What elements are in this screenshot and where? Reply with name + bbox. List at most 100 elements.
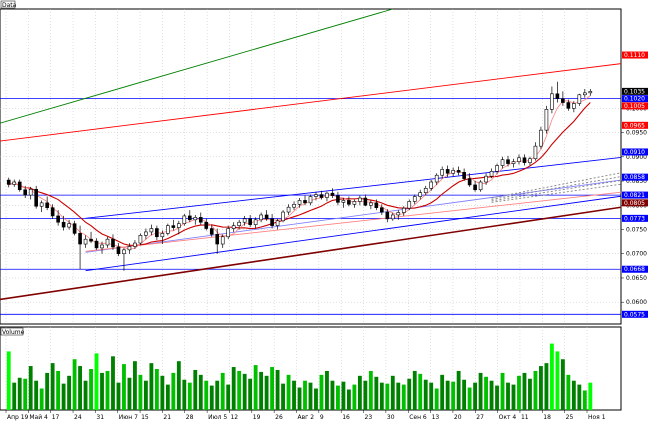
volume-bar	[237, 370, 242, 410]
volume-bar	[484, 376, 488, 410]
candle-body	[111, 238, 115, 248]
candle-body	[440, 169, 444, 176]
volume-bar	[154, 368, 159, 410]
trend-line	[85, 157, 621, 219]
volume-bar-rect	[588, 382, 593, 410]
price-marker-label: 0.0858	[624, 174, 645, 181]
candle	[220, 234, 225, 248]
candle-body	[264, 214, 269, 220]
volume-bar	[111, 356, 115, 410]
candle-body	[352, 201, 357, 205]
candle	[434, 173, 439, 185]
volume-bar-rect	[237, 370, 242, 410]
candle	[281, 210, 285, 223]
candle	[341, 198, 346, 208]
volume-bar	[511, 384, 516, 410]
volume-bar-rect	[165, 384, 170, 410]
pane-label-box	[0, 327, 24, 336]
candle-body	[155, 228, 159, 238]
x-tick-label: 17	[52, 414, 60, 421]
volume-bar	[544, 363, 549, 410]
candle-body	[281, 211, 285, 222]
candle	[440, 166, 444, 179]
candle-body	[34, 188, 38, 207]
volume-bar-rect	[336, 385, 340, 410]
volume-bar-rect	[275, 369, 280, 410]
volume-bar-rect	[67, 375, 72, 410]
volume-bar-rect	[133, 361, 137, 410]
x-tick-label: 23	[365, 414, 373, 421]
volume-bar-rect	[544, 363, 549, 410]
candle	[484, 173, 488, 185]
volume-bar-rect	[127, 377, 132, 410]
volume-bar-rect	[105, 370, 110, 410]
price-marker-label: 0.0575	[624, 311, 645, 318]
price-pane-frame	[0, 8, 622, 325]
price-marker-label: 0.0821	[624, 192, 645, 199]
volume-bar-rect	[215, 380, 220, 410]
candle-body	[56, 215, 60, 223]
candle-body	[528, 158, 532, 163]
candle-body	[401, 207, 406, 213]
volume-bar	[198, 374, 203, 410]
volume-bar	[259, 371, 264, 410]
volume-bar	[462, 379, 467, 410]
pane-label-data: Data	[2, 2, 17, 9]
candle-body	[122, 249, 126, 255]
candle-body	[308, 196, 313, 204]
trend-line	[85, 191, 621, 252]
candle-body	[380, 207, 384, 213]
candle-body	[473, 184, 477, 191]
volume-bar	[423, 379, 428, 410]
volume-bar	[182, 379, 187, 410]
volume-bar-rect	[28, 366, 33, 410]
candle	[270, 213, 274, 229]
volume-bar-rect	[434, 388, 439, 410]
candle-body	[539, 129, 543, 147]
volume-bar	[412, 370, 417, 410]
candle-body	[506, 159, 510, 164]
candle	[198, 212, 203, 225]
volume-bar-rect	[253, 365, 258, 410]
price-marker	[622, 95, 648, 103]
candle-body	[6, 179, 11, 185]
volume-bar	[281, 383, 285, 410]
volume-bar-rect	[281, 383, 285, 410]
volume-pane	[0, 326, 622, 411]
volume-bar-rect	[12, 382, 17, 410]
volume-bar	[330, 380, 335, 410]
candle	[336, 191, 340, 206]
volume-bar	[549, 343, 554, 410]
volume-bar	[418, 373, 423, 410]
price-marker	[622, 87, 648, 95]
volume-bar	[440, 374, 445, 410]
volume-bar	[160, 375, 165, 410]
trend-line	[0, 9, 393, 124]
x-tick-label: 25	[566, 414, 574, 421]
candle	[347, 196, 351, 207]
volume-bar-rect	[270, 367, 275, 410]
candle	[473, 181, 477, 192]
candle	[182, 213, 187, 226]
volume-bar	[17, 377, 22, 410]
x-tick-label: Май 4	[29, 414, 48, 421]
trend-line	[85, 195, 621, 272]
x-tick-label: 19	[253, 414, 261, 421]
candle	[28, 186, 33, 200]
volume-bar-rect	[61, 383, 66, 410]
volume-bar-rect	[379, 382, 384, 410]
candle-body	[336, 195, 340, 203]
x-tick-label: 20	[454, 414, 462, 421]
price-marker-label: 0.1110	[624, 52, 645, 59]
price-marker	[622, 191, 648, 199]
candle	[286, 204, 291, 215]
volume-bar	[105, 370, 110, 410]
volume-bar-rect	[122, 364, 126, 410]
candle	[160, 230, 165, 245]
candle	[204, 218, 209, 231]
candle	[544, 105, 549, 134]
candle-body	[319, 194, 324, 198]
volume-bar-rect	[423, 379, 428, 410]
volume-bar-rect	[187, 382, 192, 410]
candle-body	[105, 238, 110, 246]
